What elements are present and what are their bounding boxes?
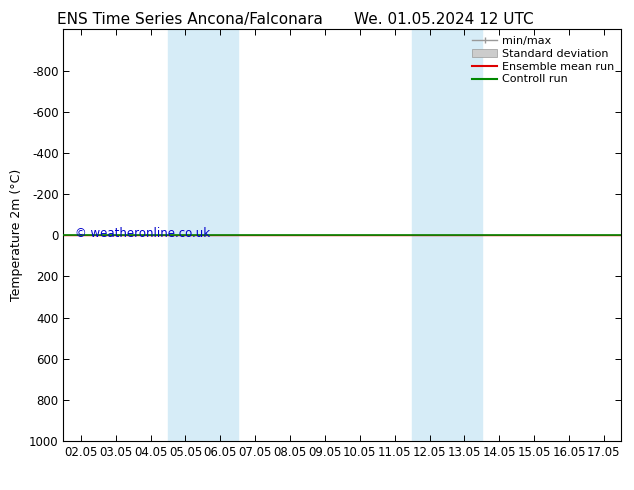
Text: We. 01.05.2024 12 UTC: We. 01.05.2024 12 UTC <box>354 12 534 27</box>
Legend: min/max, Standard deviation, Ensemble mean run, Controll run: min/max, Standard deviation, Ensemble me… <box>469 33 618 88</box>
Bar <box>412 29 482 441</box>
Bar <box>168 29 238 441</box>
Text: ENS Time Series Ancona/Falconara: ENS Time Series Ancona/Falconara <box>57 12 323 27</box>
Text: © weatheronline.co.uk: © weatheronline.co.uk <box>75 227 210 240</box>
Y-axis label: Temperature 2m (°C): Temperature 2m (°C) <box>10 169 23 301</box>
